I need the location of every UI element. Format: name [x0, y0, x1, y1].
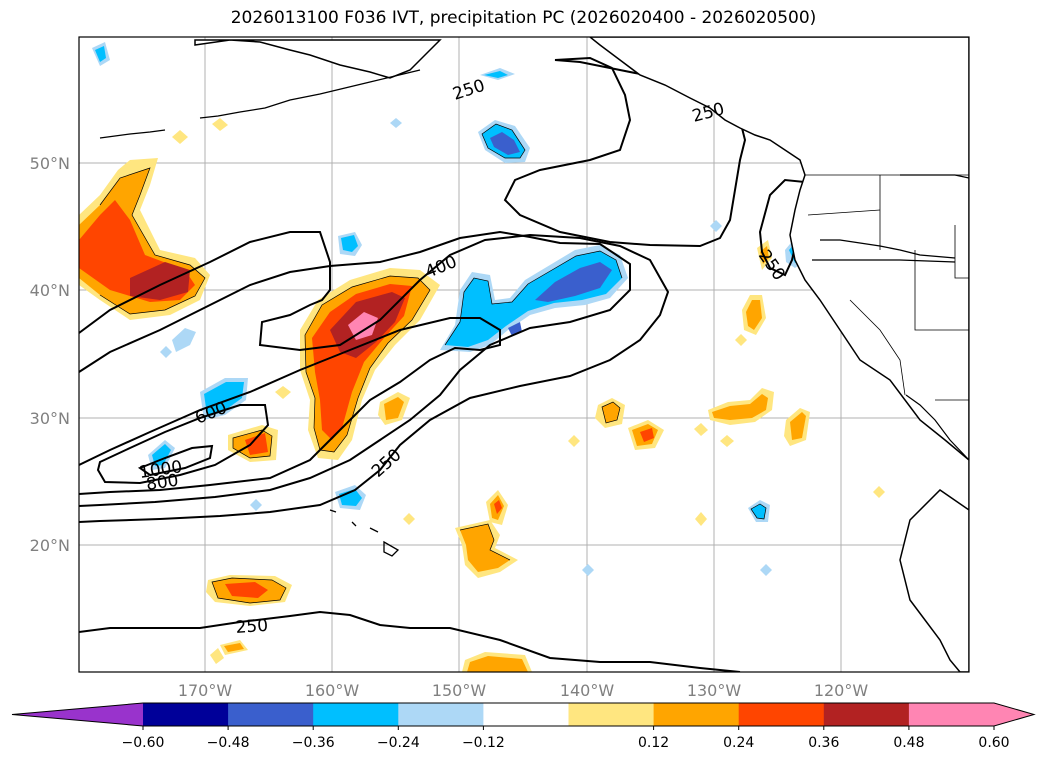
- longitude-labels: 170°W 160°W 150°W 140°W 130°W 120°W: [178, 681, 869, 700]
- colorbar-tick-label: 0.36: [808, 735, 839, 751]
- colorbar-tick-label: 0.12: [638, 735, 669, 751]
- colorbar-segment: [313, 703, 399, 726]
- lat-label-40n: 40°N: [30, 281, 70, 300]
- contour-label: 250: [235, 616, 269, 638]
- contour-600: [79, 317, 501, 495]
- colorbar-tick-label: −0.48: [207, 735, 250, 751]
- north-america-landmass: [588, 37, 969, 672]
- latitude-labels: 50°N 40°N 30°N 20°N: [30, 154, 70, 555]
- map-content: [79, 37, 969, 672]
- colorbar-segment: [653, 703, 740, 726]
- colorbar-extend-low: [12, 703, 143, 726]
- colorbar-segment: [738, 703, 825, 726]
- contour-800: [96, 404, 270, 485]
- lon-label-150w: 150°W: [432, 681, 487, 700]
- colorbar-tick-label: −0.60: [122, 735, 165, 751]
- contour-250-south: [79, 610, 741, 672]
- lon-label-160w: 160°W: [305, 681, 360, 700]
- coastline: [194, 37, 969, 672]
- colorbar-segment: [568, 703, 655, 726]
- colorbar-segment: [398, 703, 484, 726]
- colorbar-segment: [908, 703, 995, 726]
- map-border: [78, 36, 970, 673]
- contour-400: [79, 230, 631, 507]
- alaska-coast: [194, 39, 442, 79]
- colorbar-tick-label: −0.36: [292, 735, 335, 751]
- lat-label-30n: 30°N: [30, 409, 70, 428]
- colorbar-tick-label: 0.48: [893, 735, 924, 751]
- colorbar-segment: [823, 703, 910, 726]
- colorbar-segment: [483, 703, 569, 726]
- contour-label: 800: [145, 471, 180, 495]
- colorbar-tick-label: 0.24: [723, 735, 754, 751]
- lon-label-130w: 130°W: [687, 681, 742, 700]
- lat-label-50n: 50°N: [30, 154, 70, 173]
- lon-label-170w: 170°W: [178, 681, 233, 700]
- colorbar: −0.60 −0.48 −0.36 −0.24 −0.12 0.12 0.24 0.36 0.4…: [11, 702, 1036, 751]
- political-boundaries: [805, 174, 969, 401]
- map-title: 2026013100 F036 IVT, precipitation PC (2…: [230, 8, 817, 28]
- colorbar-tick-label: 0.60: [978, 735, 1009, 751]
- colorbar-extend-high: [994, 703, 1034, 726]
- colorbar-tick-label: −0.24: [377, 735, 420, 751]
- lon-label-140w: 140°W: [560, 681, 615, 700]
- lat-label-20n: 20°N: [30, 536, 70, 555]
- contour-250-main: [79, 231, 670, 523]
- colorbar-segment: [143, 703, 229, 726]
- colorbar-tick-label: −0.12: [462, 735, 505, 751]
- contour-1000: [137, 444, 214, 477]
- ivt-contours: [79, 56, 812, 672]
- colorbar-segment: [228, 703, 314, 726]
- lon-label-120w: 120°W: [814, 681, 869, 700]
- positive-anomaly-shading: [79, 45, 969, 672]
